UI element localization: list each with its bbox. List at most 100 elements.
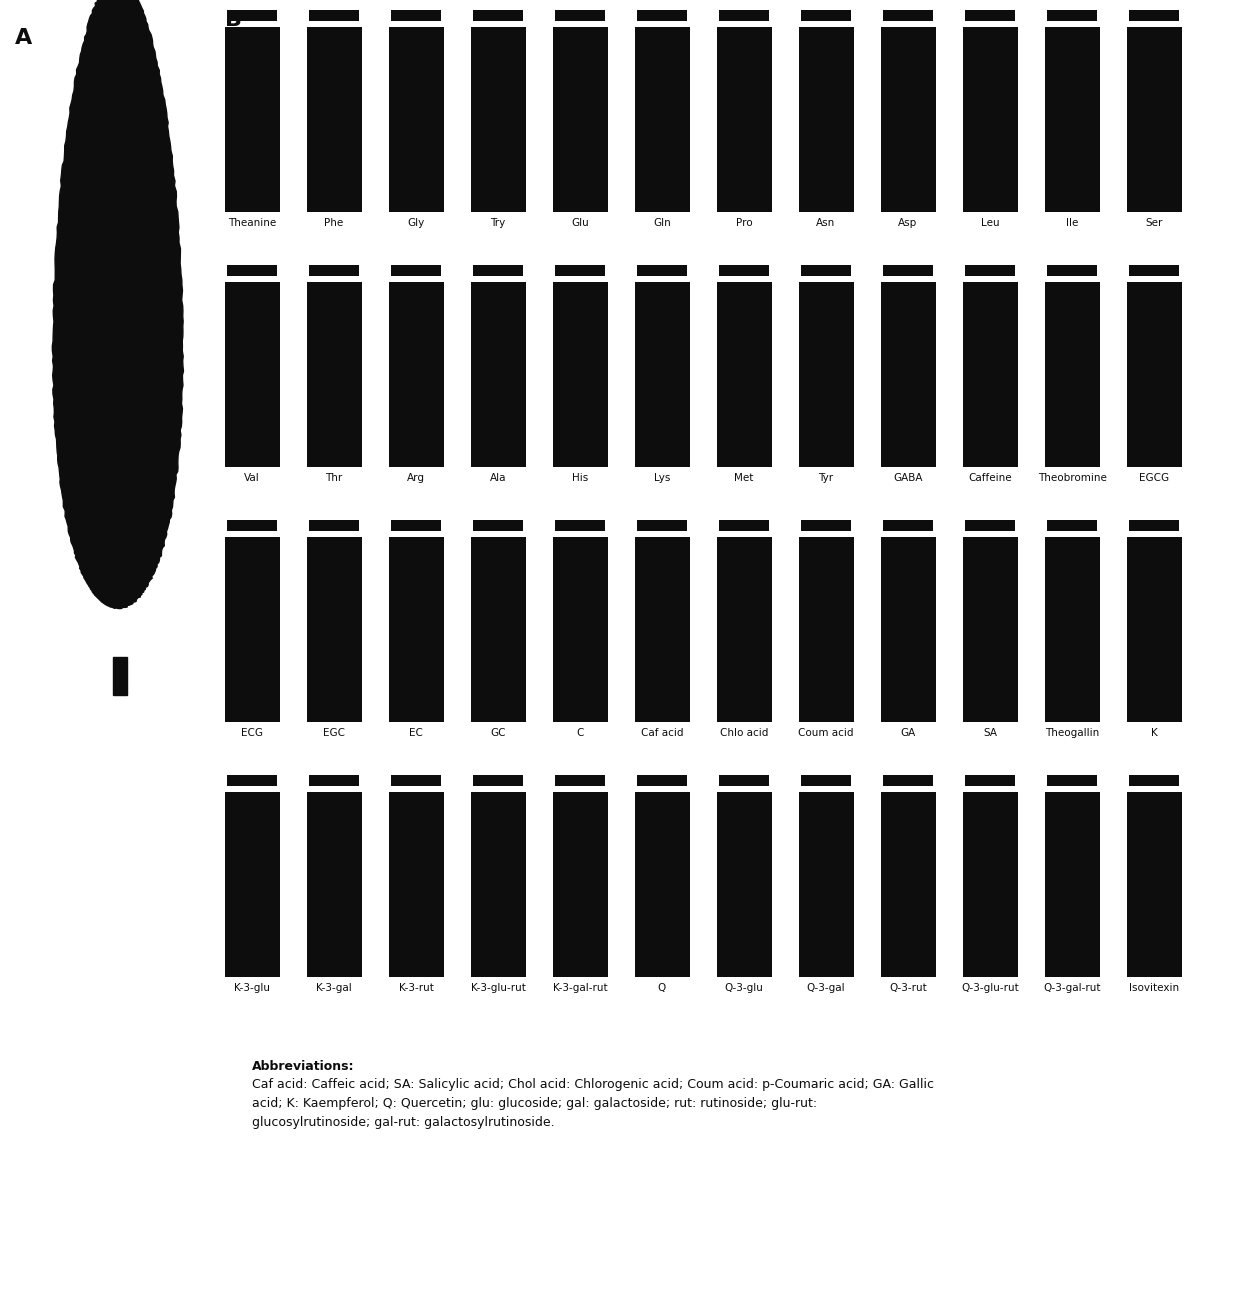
- Bar: [880, 537, 935, 721]
- Text: Tyr: Tyr: [818, 473, 833, 484]
- Text: GA: GA: [900, 728, 915, 738]
- Text: Caf acid: Caffeic acid; SA: Salicylic acid; Chol acid: Chlorogenic acid; Coum ac: Caf acid: Caffeic acid; SA: Salicylic ac…: [252, 1078, 934, 1129]
- Bar: [799, 282, 853, 467]
- Bar: [306, 27, 362, 212]
- Bar: [1126, 282, 1182, 467]
- Text: Asn: Asn: [816, 218, 836, 227]
- Bar: [556, 265, 605, 276]
- Bar: [391, 265, 441, 276]
- Bar: [635, 792, 689, 978]
- Bar: [309, 775, 360, 786]
- Bar: [1047, 10, 1097, 21]
- Bar: [227, 520, 277, 531]
- Bar: [553, 27, 608, 212]
- Bar: [719, 10, 769, 21]
- Bar: [309, 265, 360, 276]
- Text: Met: Met: [734, 473, 754, 484]
- Bar: [799, 27, 853, 212]
- Bar: [224, 537, 279, 721]
- Bar: [391, 520, 441, 531]
- Bar: [553, 792, 608, 978]
- Bar: [962, 282, 1018, 467]
- Bar: [965, 520, 1016, 531]
- Bar: [470, 27, 526, 212]
- Text: GABA: GABA: [893, 473, 923, 484]
- Bar: [388, 537, 444, 721]
- Text: Ile: Ile: [1066, 218, 1079, 227]
- Text: EGCG: EGCG: [1138, 473, 1169, 484]
- Bar: [1047, 520, 1097, 531]
- Bar: [717, 27, 771, 212]
- Text: Theogallin: Theogallin: [1045, 728, 1099, 738]
- Bar: [801, 265, 851, 276]
- Text: Q-3-rut: Q-3-rut: [889, 983, 926, 993]
- Bar: [1126, 792, 1182, 978]
- Bar: [306, 282, 362, 467]
- Bar: [965, 265, 1016, 276]
- Text: Q: Q: [658, 983, 666, 993]
- Text: Arg: Arg: [407, 473, 425, 484]
- Text: Val: Val: [244, 473, 260, 484]
- Text: Gln: Gln: [653, 218, 671, 227]
- Bar: [880, 792, 935, 978]
- Text: K-3-glu: K-3-glu: [234, 983, 270, 993]
- Bar: [1044, 27, 1100, 212]
- Text: Ser: Ser: [1146, 218, 1163, 227]
- Text: GC: GC: [490, 728, 506, 738]
- Bar: [388, 282, 444, 467]
- Text: Q-3-glu: Q-3-glu: [724, 983, 764, 993]
- Text: Caffeine: Caffeine: [968, 473, 1012, 484]
- Bar: [880, 282, 935, 467]
- Bar: [388, 27, 444, 212]
- Text: Phe: Phe: [325, 218, 343, 227]
- Bar: [556, 520, 605, 531]
- Bar: [227, 10, 277, 21]
- Text: Glu: Glu: [572, 218, 589, 227]
- Bar: [1128, 775, 1179, 786]
- Bar: [1128, 265, 1179, 276]
- Bar: [717, 792, 771, 978]
- Bar: [1047, 775, 1097, 786]
- Text: Q-3-glu-rut: Q-3-glu-rut: [961, 983, 1019, 993]
- Bar: [883, 775, 932, 786]
- Text: His: His: [572, 473, 588, 484]
- Bar: [799, 537, 853, 721]
- Text: Coum acid: Coum acid: [799, 728, 854, 738]
- Bar: [470, 792, 526, 978]
- Bar: [962, 792, 1018, 978]
- Bar: [719, 265, 769, 276]
- Bar: [1128, 520, 1179, 531]
- Bar: [635, 27, 689, 212]
- Bar: [719, 520, 769, 531]
- Text: Lys: Lys: [653, 473, 670, 484]
- Bar: [224, 792, 279, 978]
- Bar: [965, 10, 1016, 21]
- Bar: [227, 265, 277, 276]
- Text: Pro: Pro: [735, 218, 753, 227]
- Bar: [883, 265, 932, 276]
- Bar: [388, 792, 444, 978]
- Text: B: B: [224, 10, 242, 30]
- Text: Gly: Gly: [408, 218, 424, 227]
- Bar: [1128, 10, 1179, 21]
- Bar: [556, 775, 605, 786]
- Bar: [391, 10, 441, 21]
- Text: ECG: ECG: [241, 728, 263, 738]
- Bar: [556, 10, 605, 21]
- Bar: [717, 282, 771, 467]
- Bar: [1126, 27, 1182, 212]
- Bar: [470, 282, 526, 467]
- Bar: [962, 537, 1018, 721]
- Text: K-3-rut: K-3-rut: [398, 983, 434, 993]
- Bar: [717, 537, 771, 721]
- Bar: [1044, 537, 1100, 721]
- Bar: [224, 27, 279, 212]
- Bar: [965, 775, 1016, 786]
- Text: EGC: EGC: [322, 728, 345, 738]
- Bar: [883, 10, 932, 21]
- Bar: [1044, 792, 1100, 978]
- Bar: [553, 537, 608, 721]
- Bar: [635, 282, 689, 467]
- Text: Asp: Asp: [898, 218, 918, 227]
- Text: Q-3-gal: Q-3-gal: [807, 983, 846, 993]
